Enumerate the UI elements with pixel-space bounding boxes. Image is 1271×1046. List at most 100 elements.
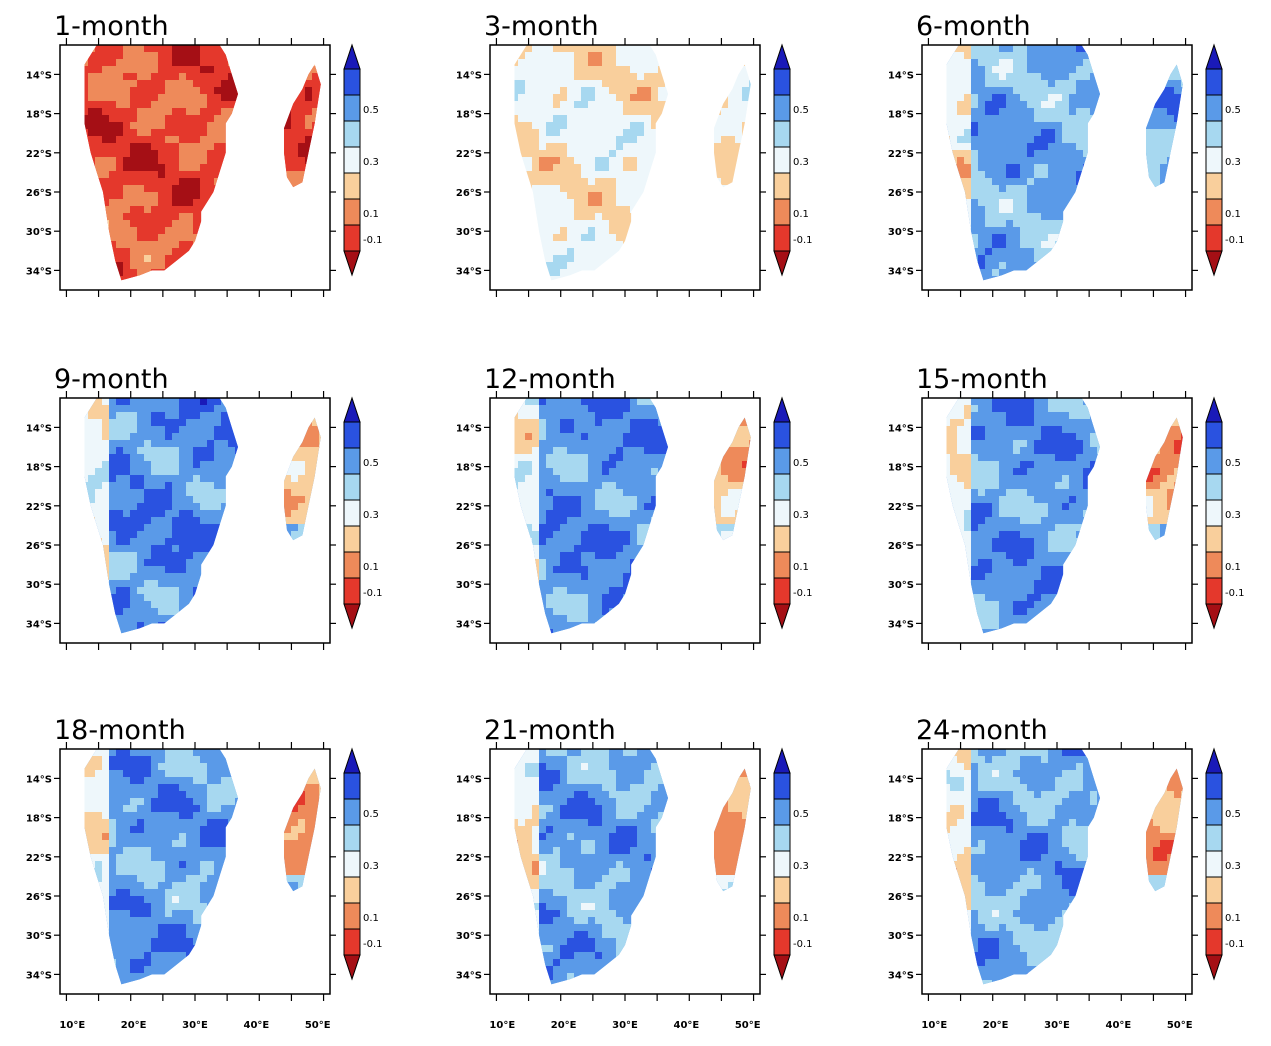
latitude-tick-label: 30°S [456,580,482,591]
latitude-tick-label: 26°S [888,892,914,903]
longitude-tick-label: 50°E [735,1020,761,1031]
colorbar-swatch [343,551,361,579]
latitude-tick-label: 30°S [456,931,482,942]
colorbar-swatch [343,876,361,904]
map-panel: 14°S 18°S 22°S 26°S 30°S 34°S 3-month 0.5 0.3 0.1… [456,11,813,297]
colorbar-swatch [1205,850,1223,878]
colorbar-swatch [343,850,361,878]
colorbar-label: 0.1 [1225,913,1241,924]
colorbar-label: 0.5 [793,809,809,820]
colorbar-swatch [773,551,791,579]
colorbar-swatch [343,198,361,226]
longitude-tick-label: 50°E [305,1020,331,1031]
colorbar-swatch [773,68,791,96]
colorbar: 0.5 0.3 0.1 -0.1 [343,43,383,277]
colorbar: 0.5 0.3 0.1 -0.1 [1205,43,1245,277]
panel-title: 3-month [484,11,599,42]
latitude-tick-label: 26°S [888,541,914,552]
colorbar-label: 0.5 [793,458,809,469]
colorbar-swatch [1205,94,1223,122]
latitude-tick-label: 22°S [456,853,482,864]
colorbar-label: -0.1 [1225,939,1245,950]
colorbar-swatch [773,525,791,553]
colorbar-swatch [1205,772,1223,800]
colorbar: 0.5 0.3 0.1 -0.1 [773,43,813,277]
colorbar-label: 0.5 [793,105,809,116]
colorbar-swatch [773,94,791,122]
panel-title: 6-month [916,11,1031,42]
longitude-tick-label: 10°E [489,1020,515,1031]
colorbar: 0.5 0.3 0.1 -0.1 [773,396,813,630]
land-field [514,398,751,634]
colorbar-swatch [1205,172,1223,200]
colorbar-swatch [1205,224,1223,252]
colorbar-swatch [343,902,361,930]
colorbar-label: 0.1 [793,562,809,573]
latitude-tick-label: 34°S [26,619,52,630]
latitude-tick-label: 22°S [888,502,914,513]
latitude-tick-label: 34°S [456,266,482,277]
land-field [946,45,1183,281]
colorbar-swatch [773,772,791,800]
colorbar-swatch [773,198,791,226]
latitude-tick-label: 30°S [888,931,914,942]
map-panel: 14°S 18°S 22°S 26°S 30°S 34°S 9-month 0.5 0.3 0.1… [26,364,383,650]
map-panel: 14°S 18°S 22°S 26°S 30°S 34°S 1-month 0.5 0.3 0.1… [26,11,383,297]
colorbar-swatch [343,224,361,252]
latitude-tick-label: 14°S [888,774,914,785]
colorbar-swatch [1205,551,1223,579]
land-field [84,749,321,985]
longitude-tick-label: 40°E [243,1020,269,1031]
longitude-tick-label: 10°E [921,1020,947,1031]
colorbar-swatch [773,473,791,501]
map-panel: 14°S 18°S 22°S 26°S 30°S 34°S 6-month 0.5 0.3 0.1… [888,11,1245,297]
latitude-tick-label: 34°S [888,970,914,981]
panel-title: 24-month [916,715,1048,746]
latitude-tick-label: 18°S [26,110,52,121]
colorbar-swatch [773,577,791,605]
latitude-tick-label: 26°S [26,892,52,903]
colorbar-swatch [343,68,361,96]
colorbar-label: 0.3 [363,510,379,521]
colorbar-label: 0.5 [1225,458,1241,469]
latitude-tick-label: 26°S [888,188,914,199]
colorbar-swatch [343,120,361,148]
latitude-tick-label: 30°S [26,931,52,942]
land-field [84,45,321,281]
colorbar-swatch [773,120,791,148]
latitude-tick-label: 18°S [456,814,482,825]
panel-title: 1-month [54,11,169,42]
latitude-tick-label: 22°S [26,149,52,160]
latitude-tick-label: 18°S [456,463,482,474]
longitude-tick-label: 30°E [182,1020,208,1031]
colorbar-swatch [1205,120,1223,148]
latitude-tick-label: 22°S [888,853,914,864]
colorbar-swatch [773,824,791,852]
colorbar-swatch [1205,824,1223,852]
colorbar-label: 0.3 [793,861,809,872]
colorbar-swatch [343,421,361,449]
latitude-tick-label: 26°S [456,188,482,199]
latitude-tick-label: 22°S [456,502,482,513]
colorbar-label: 0.3 [363,861,379,872]
panel-title: 18-month [54,715,186,746]
colorbar-swatch [1205,447,1223,475]
colorbar-swatch [773,798,791,826]
panel-title: 15-month [916,364,1048,395]
colorbar-swatch [1205,928,1223,956]
colorbar-swatch [773,146,791,174]
longitude-tick-label: 30°E [1044,1020,1070,1031]
colorbar-label: -0.1 [363,939,383,950]
colorbar-swatch [773,172,791,200]
longitude-tick-label: 10°E [59,1020,85,1031]
colorbar-swatch [1205,876,1223,904]
colorbar-swatch [343,447,361,475]
latitude-tick-label: 14°S [26,774,52,785]
colorbar-label: 0.5 [363,105,379,116]
latitude-tick-label: 14°S [26,70,52,81]
latitude-tick-label: 18°S [888,463,914,474]
colorbar-label: -0.1 [793,235,813,246]
longitude-tick-label: 40°E [673,1020,699,1031]
colorbar-label: 0.1 [363,562,379,573]
colorbar-swatch [773,928,791,956]
